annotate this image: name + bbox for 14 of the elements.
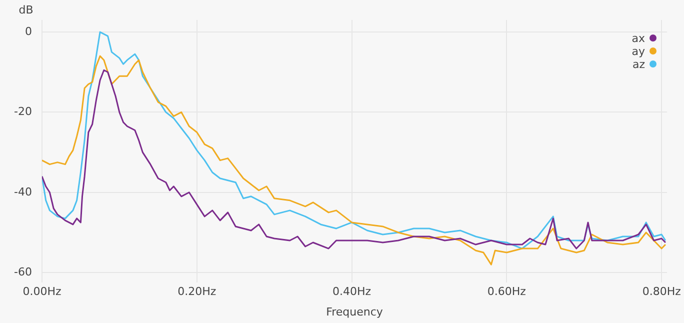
y-tick-label: -40 xyxy=(14,185,32,198)
y-tick-label: -20 xyxy=(14,105,32,118)
x-tick-label: 0.20Hz xyxy=(178,285,216,298)
legend-label: ax xyxy=(632,32,646,45)
y-tick-label: -60 xyxy=(14,265,32,278)
legend-label: az xyxy=(632,58,646,71)
x-axis-title: Frequency xyxy=(326,305,384,318)
y-axis-title: dB xyxy=(18,3,34,16)
y-tick-label: 0 xyxy=(24,24,32,38)
x-tick-label: 0.40Hz xyxy=(332,285,372,298)
x-tick-label: 0.80Hz xyxy=(642,285,682,298)
x-tick-label: 0.60Hz xyxy=(487,285,526,298)
x-tick-label: 0.00Hz xyxy=(22,285,62,298)
legend-label: ay xyxy=(632,44,646,58)
